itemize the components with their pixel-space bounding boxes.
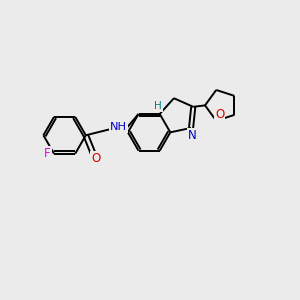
Text: NH: NH	[110, 122, 127, 132]
Text: F: F	[44, 147, 51, 160]
Text: O: O	[215, 108, 224, 121]
Text: H: H	[154, 101, 162, 111]
Text: N: N	[188, 129, 197, 142]
Text: O: O	[91, 152, 100, 165]
